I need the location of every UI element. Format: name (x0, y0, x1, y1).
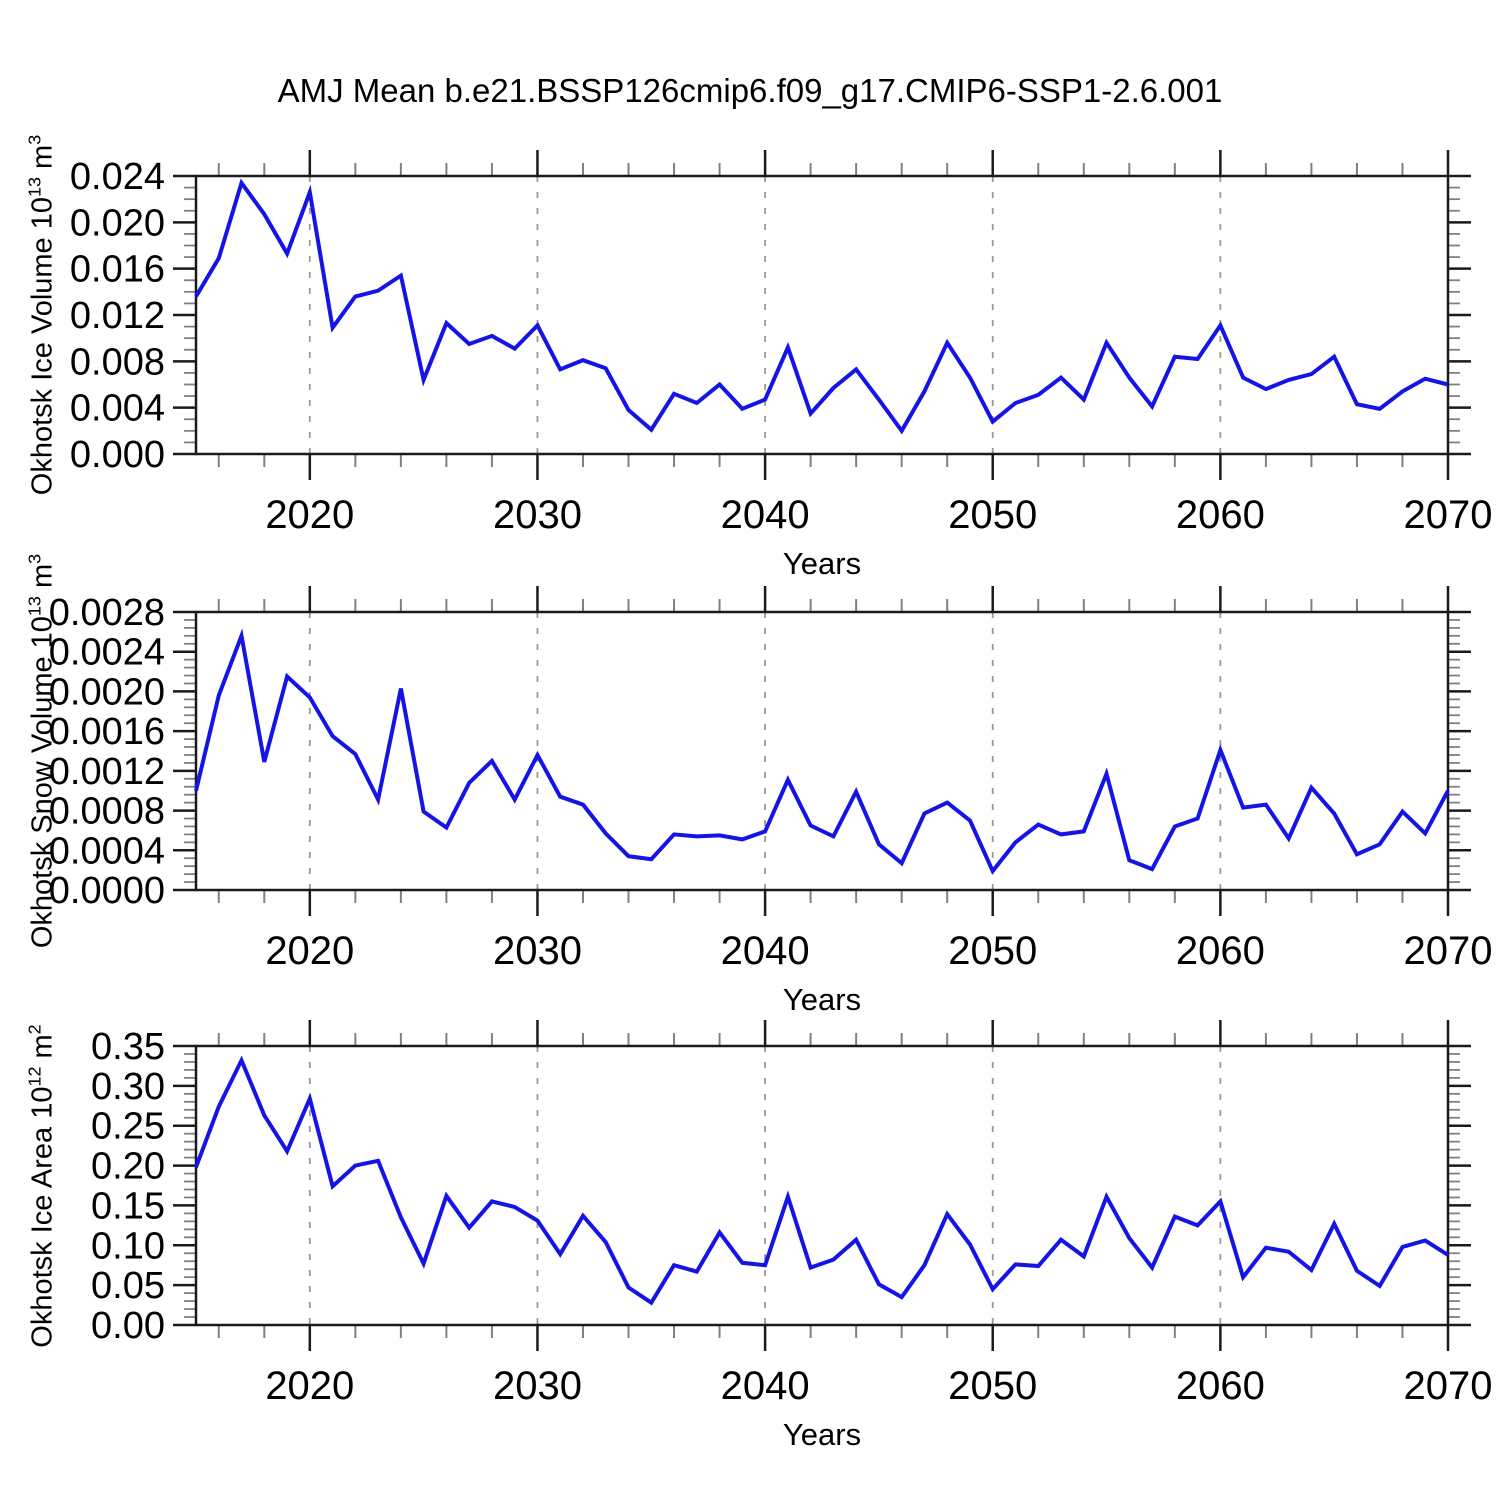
x-tick-label: 2040 (721, 929, 810, 973)
x-tick-label: 2030 (493, 929, 582, 973)
plot-frame (194, 610, 1450, 892)
y-tick-label: 0.008 (70, 341, 165, 383)
x-axis-label-panel-1: Years (782, 546, 862, 581)
x-tick-label: 2060 (1176, 1364, 1265, 1408)
y-tick-label: 0.004 (70, 388, 165, 430)
x-tick-label: 2020 (265, 1364, 354, 1408)
data-line-okhotsk-ice-area (194, 1055, 1450, 1306)
y-axis-label-snow-volume: Okhotsk Snow Volume 1013 m3 (24, 553, 59, 949)
y-axis-label-ice-volume: Okhotsk Ice Volume 1013 m3 (24, 134, 59, 496)
x-tick-label: 2020 (265, 929, 354, 973)
y-tick-label: 0.10 (91, 1225, 165, 1267)
x-tick-label: 2050 (948, 493, 1037, 537)
x-axis-label-panel-2: Years (782, 982, 862, 1017)
data-line-okhotsk-snow-volume (194, 628, 1450, 875)
y-tick-label: 0.020 (70, 202, 165, 244)
y-tick-label: 0.0024 (49, 632, 165, 674)
y-tick-label: 0.0020 (49, 671, 165, 713)
plot-frame (194, 1044, 1450, 1327)
y-tick-label: 0.0028 (49, 592, 165, 634)
x-tick-label: 2060 (1176, 493, 1265, 537)
y-tick-label: 0.012 (70, 295, 165, 337)
plot-frame (194, 174, 1450, 456)
x-axis-label-panel-3: Years (782, 1417, 862, 1452)
x-tick-label: 2050 (948, 929, 1037, 973)
y-tick-label: 0.0016 (49, 711, 165, 753)
y-axis-label-ice-area: Okhotsk Ice Area 1012 m2 (24, 1024, 59, 1348)
y-tick-label: 0.0000 (49, 870, 165, 912)
chart-title: AMJ Mean b.e21.BSSP126cmip6.f09_g17.CMIP… (277, 72, 1223, 109)
y-tick-label: 0.20 (91, 1146, 165, 1188)
y-tick-label: 0.35 (91, 1026, 165, 1068)
y-tick-label: 0.024 (70, 156, 165, 198)
x-tick-label: 2050 (948, 1364, 1037, 1408)
x-tick-label: 2040 (721, 493, 810, 537)
x-tick-label: 2070 (1404, 929, 1493, 973)
y-tick-label: 0.0008 (49, 791, 165, 833)
data-line-okhotsk-ice-volume (194, 178, 1449, 435)
x-tick-label: 2030 (493, 493, 582, 537)
y-tick-label: 0.0012 (49, 751, 165, 793)
y-tick-label: 0.05 (91, 1265, 165, 1307)
y-tick-label: 0.30 (91, 1066, 165, 1108)
y-tick-label: 0.25 (91, 1106, 165, 1148)
y-tick-label: 0.15 (91, 1185, 165, 1227)
x-tick-label: 2060 (1176, 929, 1265, 973)
x-tick-label: 2020 (265, 493, 354, 537)
y-tick-label: 0.016 (70, 249, 165, 291)
x-tick-label: 2040 (721, 1364, 810, 1408)
x-tick-label: 2070 (1404, 1364, 1493, 1408)
y-tick-label: 0.0004 (49, 830, 165, 872)
y-tick-label: 0.00 (91, 1305, 165, 1347)
x-tick-label: 2030 (493, 1364, 582, 1408)
x-tick-label: 2070 (1404, 493, 1493, 537)
y-tick-label: 0.000 (70, 434, 165, 476)
